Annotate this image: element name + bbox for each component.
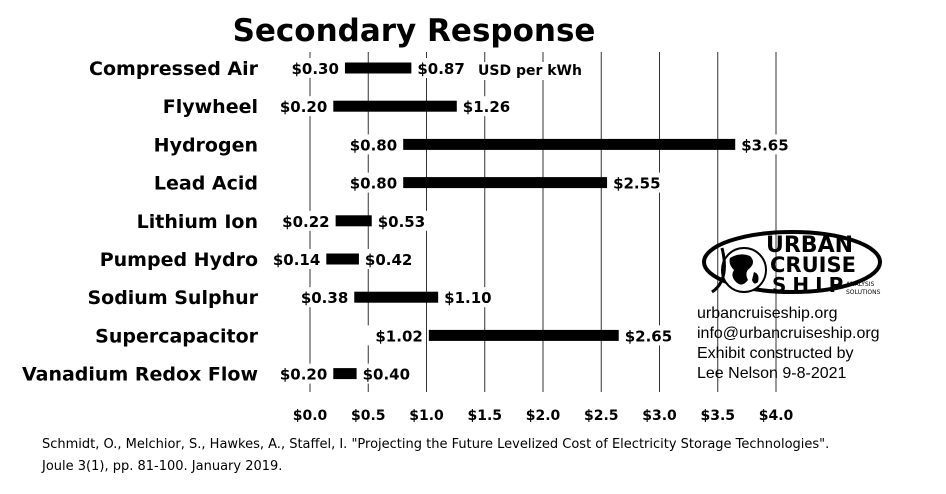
low-label-bg [292, 287, 349, 308]
high-label-bg [362, 363, 415, 384]
x-tick-label: $3.5 [700, 408, 735, 424]
range-bar [354, 291, 439, 303]
category-label: Sodium Sulphur [87, 287, 258, 309]
range-bar [333, 368, 357, 380]
high-value-label: $3.65 [741, 136, 788, 154]
category-label: Lead Acid [154, 173, 258, 195]
low-label-bg [366, 325, 423, 346]
range-bar [333, 100, 457, 112]
high-value-label: $0.42 [365, 251, 412, 269]
high-label-bg [613, 172, 666, 193]
urbancruiseship-logo: URBAN CRUISE SHIP ANALYSIS SOLUTIONS [702, 230, 882, 297]
x-tick-label: $2.0 [526, 408, 561, 424]
high-label-bg [364, 249, 417, 269]
email-text: info@urbancruiseship.org [697, 325, 880, 342]
category-label: Lithium Ion [137, 211, 258, 233]
low-label-bg [273, 210, 330, 231]
low-value-label: $0.22 [282, 213, 329, 231]
low-value-label: $1.02 [375, 327, 422, 345]
high-value-label: $0.53 [378, 213, 425, 231]
low-label-bg [341, 134, 398, 155]
low-value-label: $0.80 [350, 175, 397, 193]
credit-line-2: Lee Nelson 9-8-2021 [697, 365, 847, 382]
low-value-label: $0.20 [280, 98, 327, 116]
credit-line-1: Exhibit constructed by [697, 345, 854, 362]
x-tick-label: $1.0 [409, 408, 444, 424]
category-label: Vanadium Redox Flow [22, 364, 258, 386]
low-label-bg [282, 58, 339, 78]
x-axis-ticks: $0.0 $0.5 $1.0 $1.5 $2.0 $2.5 $3.0 $3.5 $4.0 [293, 408, 794, 424]
category-label: Pumped Hydro [100, 249, 258, 271]
chart-title: Secondary Response [233, 13, 596, 49]
range-bar [403, 138, 736, 150]
high-label-bg [462, 96, 515, 117]
logo-tagline-analysis: ANALYSIS [846, 281, 874, 288]
range-bars [326, 62, 736, 380]
unit-label: USD per kWh [478, 63, 582, 79]
unit-label-bg [475, 62, 585, 80]
high-value-label: $0.87 [417, 60, 464, 78]
low-value-label: $0.80 [350, 136, 397, 154]
high-value-label: $2.55 [613, 175, 660, 193]
logo-cruise: CRUISE [770, 253, 856, 277]
category-label: Flywheel [163, 96, 258, 118]
low-label-bg [271, 96, 328, 117]
globe-icon [711, 247, 767, 294]
high-label-bg [377, 210, 430, 231]
x-tick-label: $4.0 [759, 408, 794, 424]
high-label-bg [417, 58, 470, 78]
category-label: Hydrogen [154, 134, 258, 156]
citation-line-2: Joule 3(1), pp. 81-100. January 2019. [42, 459, 283, 474]
category-label: Supercapacitor [95, 325, 258, 347]
high-label-bg [741, 134, 794, 155]
citation-line-1: Schmidt, O., Melchior, S., Hawkes, A., S… [42, 437, 830, 452]
chart: Secondary Response Compressed Air $0.30 $0… [22, 13, 794, 424]
low-label-bg [271, 363, 328, 384]
low-value-label: $0.30 [291, 60, 338, 78]
logo-urban: URBAN [766, 233, 853, 258]
high-value-label: $2.65 [625, 327, 672, 345]
logo-tagline-solutions: SOLUTIONS [846, 289, 881, 296]
range-bar [403, 177, 608, 189]
high-label-bg [444, 287, 497, 308]
range-bar [335, 215, 372, 227]
citation: Schmidt, O., Melchior, S., Hawkes, A., S… [42, 434, 932, 478]
x-tick-label: $0.0 [293, 408, 328, 424]
high-label-bg [624, 325, 677, 346]
x-tick-label: $3.0 [642, 408, 677, 424]
x-tick-label: $2.5 [584, 408, 619, 424]
bar-labels: Compressed Air $0.30 $0.87 Flywheel $0.20 $1.… [22, 58, 794, 386]
low-value-label: $0.14 [273, 251, 320, 269]
info-block: urbancruiseship.org info@urbancruiseship… [697, 304, 880, 384]
website-text: urbancruiseship.org [697, 305, 838, 322]
range-bar [428, 329, 619, 341]
high-value-label: $1.10 [444, 289, 491, 307]
x-tick-label: $1.5 [467, 408, 502, 424]
logo-ship: SHIP [772, 273, 849, 297]
category-label: Compressed Air [89, 58, 259, 80]
x-tick-label: $0.5 [351, 408, 386, 424]
high-value-label: $0.40 [363, 366, 410, 384]
high-value-label: $1.26 [463, 98, 510, 116]
range-bar [326, 253, 359, 265]
range-bar [344, 62, 412, 74]
low-label-bg [264, 249, 321, 269]
low-value-label: $0.20 [280, 366, 327, 384]
low-value-label: $0.38 [301, 289, 348, 307]
low-label-bg [341, 172, 398, 193]
